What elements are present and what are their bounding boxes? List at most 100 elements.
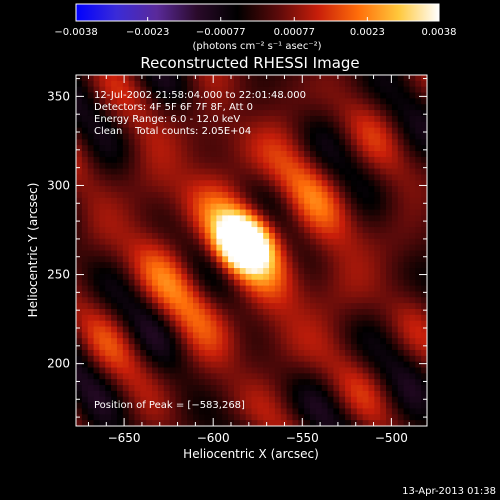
heatmap-cell — [76, 92, 83, 99]
heatmap-cell — [175, 268, 182, 275]
heatmap-cell — [152, 139, 159, 146]
heatmap-cell — [403, 402, 411, 410]
heatmap-cell — [87, 250, 95, 257]
heatmap-cell — [315, 232, 323, 240]
heatmap-cell — [315, 98, 323, 105]
heatmap-cell — [415, 379, 422, 386]
heatmap-cell — [386, 115, 393, 123]
heatmap-cell — [157, 186, 165, 193]
heatmap-cell — [345, 151, 352, 158]
heatmap-cell — [87, 244, 95, 252]
heatmap-cell — [169, 402, 177, 410]
heatmap-cell — [321, 86, 329, 94]
heatmap-cell — [210, 367, 217, 374]
heatmap-cell — [116, 92, 124, 99]
heatmap-cell — [280, 297, 288, 304]
heatmap-cell — [292, 197, 299, 205]
heatmap-cell — [216, 121, 223, 129]
heatmap-cell — [134, 262, 141, 269]
heatmap-cell — [128, 115, 136, 123]
heatmap-cell — [280, 273, 288, 281]
heatmap-cell — [263, 338, 270, 345]
heatmap-cell — [233, 115, 241, 123]
heatmap-cell — [105, 291, 112, 298]
heatmap-cell — [362, 121, 370, 129]
heatmap-cell — [181, 86, 188, 94]
heatmap-cell — [298, 349, 305, 357]
heatmap-cell — [134, 373, 141, 380]
heatmap-cell — [146, 408, 153, 415]
heatmap-cell — [251, 338, 258, 345]
heatmap-cell — [122, 75, 130, 82]
heatmap-cell — [105, 127, 112, 135]
heatmap-cell — [415, 203, 422, 211]
heatmap-cell — [216, 232, 223, 240]
heatmap-cell — [327, 390, 334, 398]
heatmap-cell — [152, 367, 159, 374]
heatmap-cell — [409, 180, 416, 187]
heatmap-cell — [204, 379, 212, 386]
heatmap-cell — [280, 367, 288, 374]
heatmap-cell — [263, 110, 270, 117]
heatmap-cell — [157, 151, 165, 158]
heatmap-cell — [198, 303, 206, 310]
heatmap-cell — [380, 104, 387, 111]
heatmap-cell — [163, 390, 171, 398]
heatmap-cell — [274, 227, 282, 234]
heatmap-cell — [198, 104, 206, 111]
heatmap-image — [76, 75, 427, 426]
heatmap-cell — [76, 180, 83, 187]
heatmap-cell — [391, 244, 399, 252]
heatmap-cell — [386, 92, 393, 99]
heatmap-cell — [204, 268, 212, 275]
heatmap-cell — [87, 303, 95, 310]
heatmap-cell — [105, 162, 112, 170]
heatmap-cell — [345, 127, 352, 135]
heatmap-cell — [356, 355, 364, 363]
heatmap-cell — [193, 145, 200, 152]
heatmap-cell — [362, 326, 370, 333]
heatmap-cell — [157, 297, 165, 304]
heatmap-cell — [187, 203, 194, 211]
heatmap-cell — [128, 209, 136, 216]
heatmap-cell — [339, 203, 346, 211]
heatmap-cell — [310, 227, 317, 234]
heatmap-cell — [128, 139, 136, 146]
heatmap-cell — [386, 349, 393, 357]
heatmap-cell — [140, 279, 147, 287]
heatmap-cell — [362, 209, 370, 216]
heatmap-cell — [380, 332, 387, 339]
heatmap-cell — [128, 285, 136, 293]
heatmap-cell — [374, 314, 381, 322]
heatmap-cell — [134, 227, 141, 234]
heatmap-cell — [181, 162, 188, 170]
heatmap-cell — [397, 110, 405, 117]
heatmap-cell — [403, 390, 411, 398]
heatmap-cell — [350, 86, 358, 94]
heatmap-cell — [99, 279, 106, 287]
heatmap-cell — [251, 127, 258, 135]
heatmap-cell — [210, 127, 217, 135]
heatmap-cell — [163, 262, 171, 269]
heatmap-cell — [374, 414, 381, 421]
heatmap-cell — [228, 145, 235, 152]
heatmap-cell — [146, 115, 153, 123]
heatmap-cell — [263, 268, 270, 275]
heatmap-cell — [292, 314, 299, 322]
heatmap-cell — [298, 86, 305, 94]
heatmap-cell — [280, 373, 288, 380]
heatmap-cell — [163, 238, 171, 246]
heatmap-cell — [397, 385, 405, 392]
heatmap-cell — [157, 221, 165, 228]
heatmap-cell — [157, 238, 165, 246]
heatmap-cell — [368, 303, 375, 310]
heatmap-cell — [105, 110, 112, 117]
heatmap-cell — [140, 373, 147, 380]
heatmap-cell — [175, 355, 182, 363]
heatmap-cell — [257, 385, 264, 392]
heatmap-cell — [403, 197, 411, 205]
heatmap-cell — [333, 355, 340, 363]
heatmap-cell — [99, 355, 106, 363]
heatmap-cell — [163, 285, 171, 293]
heatmap-cell — [251, 355, 258, 363]
